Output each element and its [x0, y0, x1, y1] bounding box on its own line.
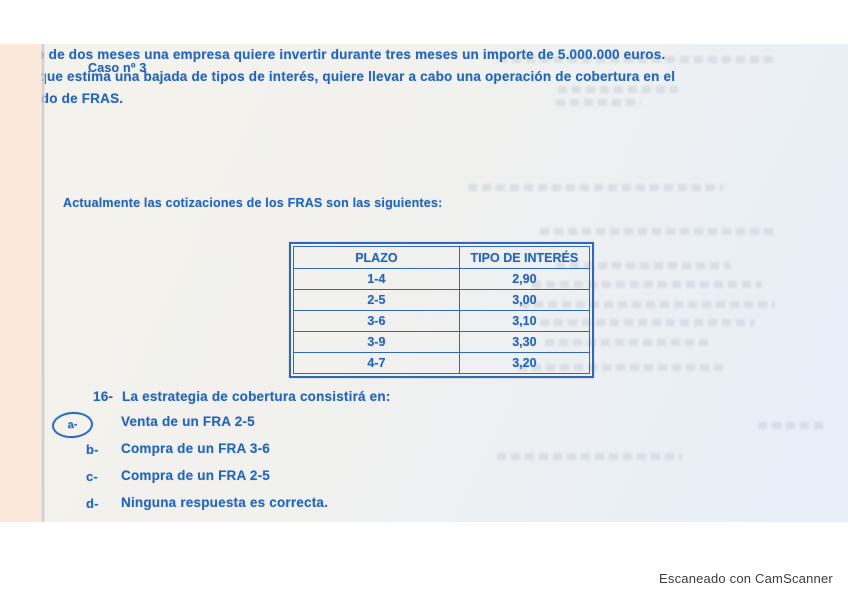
bleed-through-artifact: [540, 319, 755, 326]
question-number: 16-: [93, 389, 114, 404]
bleed-through-artifact: [497, 453, 682, 460]
plazo-value: 4-7: [293, 352, 460, 374]
plazo-value: 1-4: [293, 268, 460, 290]
bleed-through-artifact: [532, 281, 762, 288]
table-header-row: PLAZO TIPO DE INTERÉS: [293, 246, 591, 269]
case-description-line: Dado que estima una bajada de tipos de i…: [0, 69, 676, 84]
column-header-tipo-interes: TIPO DE INTERÉS: [458, 246, 591, 269]
fra-quotes-table: PLAZO TIPO DE INTERÉS 1-4 2,90 2-5 3,00 …: [289, 242, 594, 378]
page-edge-shadow: [41, 44, 45, 522]
table-row: 3-9 3,30: [293, 331, 591, 353]
case-description-line: mercado de FRAS.: [0, 91, 124, 106]
option-c-label: Compra de un FRA 2-5: [121, 468, 271, 483]
bleed-through-artifact: [498, 56, 773, 63]
plazo-value: 3-9: [293, 331, 460, 353]
bleed-through-artifact: [556, 99, 641, 106]
question-text: La estrategia de cobertura consistirá en…: [122, 389, 391, 404]
tipo-value: 2,90: [458, 268, 591, 290]
option-letter-b: b-: [86, 442, 99, 457]
bleed-through-artifact: [556, 262, 731, 269]
tipo-value: 3,20: [458, 352, 591, 374]
plazo-value: 2-5: [293, 289, 460, 311]
option-d-label: Ninguna respuesta es correcta.: [121, 495, 329, 510]
option-letter-d: d-: [86, 496, 99, 511]
case-description: Dentro de dos meses una empresa quiere i…: [0, 44, 848, 110]
bleed-through-artifact: [558, 86, 678, 93]
bleed-through-artifact: [518, 364, 723, 371]
table-row: 4-7 3,20: [293, 352, 591, 374]
tipo-value: 3,00: [458, 289, 591, 311]
tipo-value: 3,10: [458, 310, 591, 332]
bleed-through-artifact: [520, 301, 775, 308]
option-b-label: Compra de un FRA 3-6: [121, 441, 271, 456]
circled-answer-mark-icon: a-: [51, 410, 94, 440]
case-title: Caso nº 3: [88, 61, 147, 75]
option-letter-a: a-: [67, 418, 78, 432]
plazo-value: 3-6: [293, 310, 460, 332]
option-a-label: Venta de un FRA 2-5: [121, 414, 255, 429]
column-header-plazo: PLAZO: [293, 246, 460, 269]
table-row: 3-6 3,10: [293, 310, 591, 332]
bleed-through-artifact: [545, 339, 710, 346]
camscanner-watermark: Escaneado con CamScanner: [659, 571, 833, 586]
case-description-line: Dentro de dos meses una empresa quiere i…: [0, 47, 666, 62]
bleed-through-artifact: [540, 228, 775, 235]
table-row: 1-4 2,90: [293, 268, 591, 290]
option-letter-c: c-: [86, 469, 98, 484]
scanner-background-strip: [0, 44, 41, 522]
table-row: 2-5 3,00: [293, 289, 591, 311]
scan-page: Caso nº 3 Dentro de dos meses una empres…: [0, 44, 848, 522]
bleed-through-artifact: [758, 422, 823, 429]
quotes-intro: Actualmente las cotizaciones de los FRAS…: [63, 196, 443, 210]
bleed-through-artifact: [468, 184, 723, 191]
tipo-value: 3,30: [458, 331, 591, 353]
